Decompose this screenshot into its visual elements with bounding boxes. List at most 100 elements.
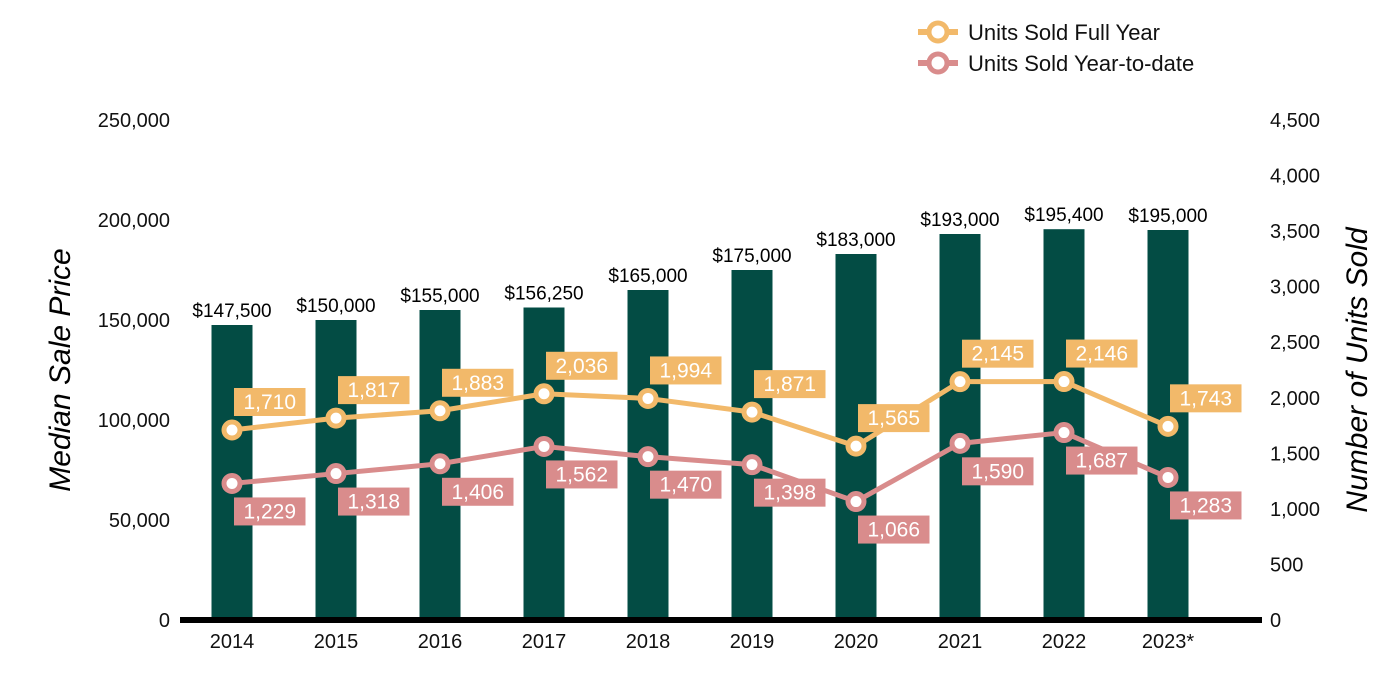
point-label-bg-units-sold-full-year-2019 xyxy=(754,370,826,399)
bar-2021 xyxy=(939,234,981,620)
point-label-bg-units-sold-year-to-date-2021 xyxy=(962,457,1034,486)
x-tick-2016: 2016 xyxy=(418,631,463,653)
point-label-bg-units-sold-year-to-date-2018 xyxy=(650,470,722,499)
x-tick-2019: 2019 xyxy=(730,631,775,653)
bar-label-2016: $155,000 xyxy=(400,286,479,307)
point-label-bg-units-sold-full-year-2014 xyxy=(234,388,306,416)
point-label-bg-units-sold-year-to-date-2022 xyxy=(1066,446,1138,475)
point-units-sold-year-to-date-2014 xyxy=(221,472,243,494)
point-units-sold-full-year-2014 xyxy=(221,419,243,441)
y-tick-left: 200,000 xyxy=(98,210,170,232)
point-units-sold-year-to-date-2020 xyxy=(845,491,867,513)
bar-label-2014: $147,500 xyxy=(192,301,271,322)
point-label-units-sold-full-year-2020: 1,565 xyxy=(867,407,920,430)
point-units-sold-full-year-2018 xyxy=(637,387,659,409)
x-tick-2014: 2014 xyxy=(210,631,255,653)
point-label-units-sold-year-to-date-2018: 1,470 xyxy=(659,474,712,497)
point-label-bg-units-sold-year-to-date-2020 xyxy=(858,515,930,544)
point-label-bg-units-sold-year-to-date-2014 xyxy=(234,497,306,526)
legend-marker-ytd xyxy=(926,51,950,75)
x-tick-2023: 2023* xyxy=(1142,631,1194,653)
point-label-bg-units-sold-full-year-2020 xyxy=(858,404,930,433)
point-units-sold-full-year-2022 xyxy=(1053,371,1075,393)
point-label-bg-units-sold-full-year-2023 xyxy=(1170,384,1242,413)
point-label-bg-units-sold-full-year-2021 xyxy=(962,339,1034,368)
x-axis: 2014 2015 2016 2017 2018 2019 2020 2021 2022 2023… xyxy=(210,631,1195,653)
x-tick-2018: 2018 xyxy=(626,631,671,653)
point-units-sold-full-year-2023 xyxy=(1157,415,1179,437)
point-label-bg-units-sold-full-year-2016 xyxy=(442,368,514,397)
y-tick-right: 3,500 xyxy=(1270,221,1320,243)
point-label-bg-units-sold-full-year-2018 xyxy=(650,356,722,385)
bar-label-2015: $150,000 xyxy=(296,296,375,317)
point-units-sold-full-year-2017 xyxy=(533,383,555,405)
point-label-units-sold-year-to-date-2014: 1,229 xyxy=(243,500,296,523)
point-units-sold-year-to-date-2016 xyxy=(429,453,451,475)
point-label-units-sold-year-to-date-2015: 1,318 xyxy=(347,491,400,514)
x-tick-2021: 2021 xyxy=(938,631,983,653)
bar-label-2020: $183,000 xyxy=(816,230,895,251)
legend-label-ytd: Units Sold Year-to-date xyxy=(968,51,1194,76)
legend-label-full-year: Units Sold Full Year xyxy=(968,20,1160,45)
point-label-units-sold-year-to-date-2017: 1,562 xyxy=(555,463,608,486)
y-tick-right: 3,000 xyxy=(1270,277,1320,299)
point-units-sold-full-year-2016 xyxy=(429,400,451,422)
point-units-sold-year-to-date-2019 xyxy=(741,454,763,476)
point-units-sold-full-year-2020 xyxy=(845,435,867,457)
y-tick-right: 0 xyxy=(1270,610,1281,632)
bar-label-2018: $165,000 xyxy=(608,266,687,287)
point-label-bg-units-sold-full-year-2017 xyxy=(546,351,618,380)
bar-label-2023: $195,000 xyxy=(1128,206,1207,227)
bar-label-2022: $195,400 xyxy=(1024,205,1103,226)
point-label-units-sold-year-to-date-2020: 1,066 xyxy=(867,519,920,542)
point-label-units-sold-full-year-2023: 1,743 xyxy=(1179,387,1232,410)
point-label-bg-units-sold-full-year-2015 xyxy=(338,376,410,405)
y-axis-title-left: Median Sale Price xyxy=(44,248,77,491)
line-units-sold-full-year xyxy=(231,379,1169,449)
point-label-units-sold-full-year-2022: 2,146 xyxy=(1075,343,1128,366)
point-label-units-sold-full-year-2018: 1,994 xyxy=(659,359,712,382)
x-tick-2022: 2022 xyxy=(1042,631,1087,653)
point-label-units-sold-full-year-2016: 1,883 xyxy=(451,372,504,395)
point-units-sold-year-to-date-2021 xyxy=(949,432,971,454)
point-label-units-sold-year-to-date-2021: 1,590 xyxy=(971,460,1024,483)
line-units-sold-year-to-date xyxy=(231,430,1169,505)
x-tick-2017: 2017 xyxy=(522,631,567,653)
y-tick-left: 150,000 xyxy=(98,310,170,332)
point-label-units-sold-full-year-2014: 1,710 xyxy=(243,391,296,414)
point-label-bg-units-sold-year-to-date-2023 xyxy=(1170,491,1242,520)
y-tick-left: 250,000 xyxy=(98,110,170,132)
point-units-sold-year-to-date-2018 xyxy=(637,446,659,468)
point-label-units-sold-year-to-date-2022: 1,687 xyxy=(1075,450,1128,473)
bar-label-2017: $156,250 xyxy=(504,284,583,305)
y-tick-right: 1,500 xyxy=(1270,443,1320,465)
y-tick-left: 0 xyxy=(159,610,170,632)
y-tick-right: 4,500 xyxy=(1270,110,1320,132)
point-units-sold-full-year-2015 xyxy=(325,407,347,429)
point-label-bg-units-sold-year-to-date-2017 xyxy=(546,460,618,489)
point-label-units-sold-year-to-date-2019: 1,398 xyxy=(763,482,816,505)
y-axis-left: 0 50,000 100,000 150,000 200,000 250,000 xyxy=(98,110,170,632)
bar-2019 xyxy=(731,270,773,620)
point-label-units-sold-year-to-date-2023: 1,283 xyxy=(1179,494,1232,517)
point-label-units-sold-full-year-2017: 2,036 xyxy=(555,355,608,378)
point-label-bg-units-sold-year-to-date-2015 xyxy=(338,487,410,516)
x-tick-2020: 2020 xyxy=(834,631,879,653)
bar-2014 xyxy=(211,325,253,620)
point-label-units-sold-full-year-2021: 2,145 xyxy=(971,343,1024,366)
point-label-units-sold-full-year-2019: 1,871 xyxy=(763,373,816,396)
y-tick-left: 50,000 xyxy=(109,510,170,532)
point-label-bg-units-sold-year-to-date-2016 xyxy=(442,477,514,506)
y-tick-right: 4,000 xyxy=(1270,166,1320,188)
point-units-sold-year-to-date-2017 xyxy=(533,435,555,457)
y-axis-title-right: Number of Units Sold xyxy=(1341,226,1374,512)
point-units-sold-year-to-date-2022 xyxy=(1053,422,1075,444)
point-units-sold-full-year-2019 xyxy=(741,401,763,423)
bar-label-2019: $175,000 xyxy=(712,246,791,267)
legend: Units Sold Full Year Units Sold Year-to-… xyxy=(918,20,1194,76)
y-tick-right: 2,000 xyxy=(1270,388,1320,410)
y-axis-right: 0 500 1,000 1,500 2,000 2,500 3,000 3,500 4,000 4… xyxy=(1270,110,1320,632)
y-tick-left: 100,000 xyxy=(98,410,170,432)
point-units-sold-year-to-date-2015 xyxy=(325,463,347,485)
y-tick-right: 1,000 xyxy=(1270,499,1320,521)
